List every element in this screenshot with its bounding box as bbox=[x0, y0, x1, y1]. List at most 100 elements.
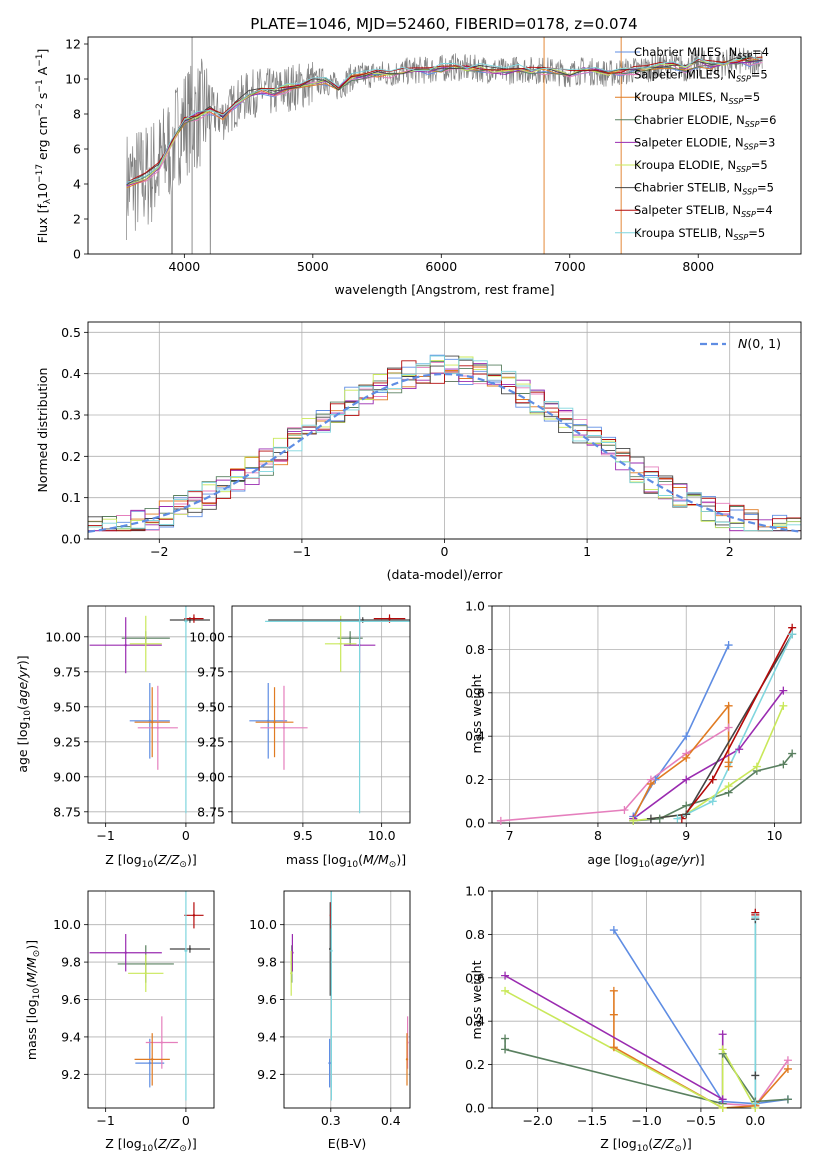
y-axis-label: mass weight bbox=[469, 960, 484, 1039]
model-spectrum-line bbox=[126, 56, 763, 183]
series-marker bbox=[501, 1034, 510, 1043]
series-marker bbox=[783, 1095, 792, 1104]
x-tick-label: 4000 bbox=[168, 259, 200, 274]
scatter-point bbox=[348, 637, 352, 640]
y-tick-label: 9.00 bbox=[53, 769, 81, 784]
series-marker bbox=[682, 732, 691, 741]
axes-frame bbox=[231, 605, 411, 824]
plot-area bbox=[88, 354, 801, 533]
x-tick-label: 8000 bbox=[682, 259, 714, 274]
series-marker bbox=[751, 1099, 760, 1108]
x-tick-label: 0.3 bbox=[321, 1113, 341, 1128]
y-tick-label: 0.2 bbox=[61, 449, 81, 464]
x-tick-label: 7 bbox=[506, 828, 514, 843]
scatter-point bbox=[151, 1058, 154, 1061]
legend-entry: Chabrier ELODIE, NSSP=6 bbox=[634, 113, 776, 129]
model-spectrum-line bbox=[126, 57, 763, 186]
series-marker bbox=[724, 701, 733, 710]
y-tick-label: 9.4 bbox=[61, 1029, 81, 1044]
x-axis-label: age [log10(age/yr)] bbox=[587, 852, 704, 870]
y-axis-label: Flux [fλ10−17 erg cm−2 s−1 A−1] bbox=[35, 49, 53, 244]
x-tick-label: 5000 bbox=[297, 259, 329, 274]
y-tick-label: 0.8 bbox=[465, 642, 485, 657]
series-marker bbox=[724, 782, 733, 791]
scatter-point bbox=[358, 620, 361, 623]
scatter-point bbox=[151, 721, 154, 724]
x-axis-label: Z [log10(Z/Z⊙)] bbox=[105, 1136, 196, 1154]
y-tick-label: 0.0 bbox=[465, 816, 485, 831]
series-marker bbox=[655, 814, 664, 823]
x-tick-label: 0.4 bbox=[381, 1113, 401, 1128]
x-tick-label: 2 bbox=[726, 544, 734, 559]
y-axis-label: mass [log10(M/M⊙)] bbox=[24, 940, 42, 1060]
scatter-point bbox=[328, 1061, 331, 1065]
series-marker bbox=[751, 913, 760, 922]
scatter-point bbox=[339, 642, 342, 645]
series-marker bbox=[783, 1064, 792, 1073]
series-line bbox=[613, 929, 789, 1105]
y-tick-label: 1.0 bbox=[465, 599, 485, 614]
y-tick-label: 9.8 bbox=[257, 955, 277, 970]
scatter-point bbox=[124, 951, 127, 954]
y-tick-label: 8 bbox=[73, 107, 81, 122]
y-tick-label: 0.4 bbox=[61, 366, 81, 381]
y-tick-label: 10.00 bbox=[189, 629, 225, 644]
y-tick-label: 9.75 bbox=[197, 664, 225, 679]
series-marker bbox=[609, 926, 618, 935]
y-tick-label: 10.0 bbox=[53, 917, 81, 932]
series-marker bbox=[779, 686, 788, 695]
x-tick-label: 10 bbox=[767, 828, 783, 843]
axes-spectrum: 4000 5000 6000 7000 8000 0 2 4 6 8 10 12 Chabrier MI… bbox=[35, 36, 802, 297]
scatter-point bbox=[273, 721, 276, 724]
legend-entry: Kroupa STELIB, NSSP=5 bbox=[634, 226, 765, 242]
x-axis-label: E(B-V) bbox=[328, 1136, 367, 1151]
scatter-point bbox=[188, 618, 192, 622]
series-marker bbox=[682, 801, 691, 810]
series-line bbox=[632, 690, 784, 820]
plot-area bbox=[249, 606, 410, 814]
series-marker bbox=[783, 1056, 792, 1065]
y-tick-label: 0.5 bbox=[61, 325, 81, 340]
y-tick-label: 9.00 bbox=[197, 769, 225, 784]
y-tick-label: 9.8 bbox=[61, 955, 81, 970]
series-marker bbox=[682, 810, 691, 819]
y-tick-label: 9.2 bbox=[61, 1067, 81, 1082]
y-tick-label: 4 bbox=[73, 177, 81, 192]
x-axis-label: (data-model)/error bbox=[387, 567, 504, 582]
series-marker bbox=[682, 775, 691, 784]
scatter-point bbox=[290, 972, 293, 975]
series-marker bbox=[609, 986, 618, 995]
series-line bbox=[504, 990, 756, 1108]
series-marker bbox=[609, 1010, 618, 1019]
series-marker bbox=[682, 753, 691, 762]
y-tick-label: 0.0 bbox=[61, 532, 81, 547]
axes-mass_weight_vs_age: 7 8 9 10 0.0 0.2 0.4 0.6 0.8 1.0 age [log10(age/yr… bbox=[465, 599, 802, 870]
series-marker bbox=[718, 1095, 727, 1104]
series-marker bbox=[708, 775, 717, 784]
series-marker bbox=[620, 805, 629, 814]
axes-age_vs_mass: 9.5 10.0 8.75 9.00 9.25 9.50 9.75 10.00 mass [lo… bbox=[189, 605, 411, 870]
scatter-point bbox=[188, 947, 192, 951]
plot-area bbox=[290, 891, 409, 1101]
legend-entry: Chabrier MILES, NSSP=4 bbox=[634, 45, 769, 61]
scatter-point bbox=[148, 719, 151, 722]
series-marker bbox=[779, 760, 788, 769]
legend-entry: N(0, 1) bbox=[738, 336, 781, 351]
y-tick-label: 0.2 bbox=[465, 1057, 485, 1072]
y-tick-label: 0.1 bbox=[61, 490, 81, 505]
x-tick-label: 10.0 bbox=[368, 828, 396, 843]
series-marker bbox=[501, 1045, 510, 1054]
axes-residuals: −2 −1 0 1 2 0.0 0.1 0.2 0.3 0.4 0.5 N(0, 1) (data-mo… bbox=[35, 321, 802, 582]
figure-title: PLATE=1046, MJD=52460, FIBERID=0178, z=0… bbox=[250, 15, 637, 33]
scatter-point bbox=[184, 949, 188, 953]
x-tick-label: −1 bbox=[96, 828, 114, 843]
x-tick-label: 6000 bbox=[425, 259, 457, 274]
y-tick-label: 9.4 bbox=[257, 1029, 277, 1044]
y-tick-label: 0.6 bbox=[465, 685, 485, 700]
scatter-point bbox=[330, 949, 333, 953]
y-tick-label: 10.0 bbox=[249, 917, 277, 932]
x-tick-label: 0.0 bbox=[745, 1113, 765, 1128]
y-tick-label: 9.2 bbox=[257, 1067, 277, 1082]
x-tick-label: 1 bbox=[583, 544, 591, 559]
axes-frame bbox=[87, 36, 802, 255]
